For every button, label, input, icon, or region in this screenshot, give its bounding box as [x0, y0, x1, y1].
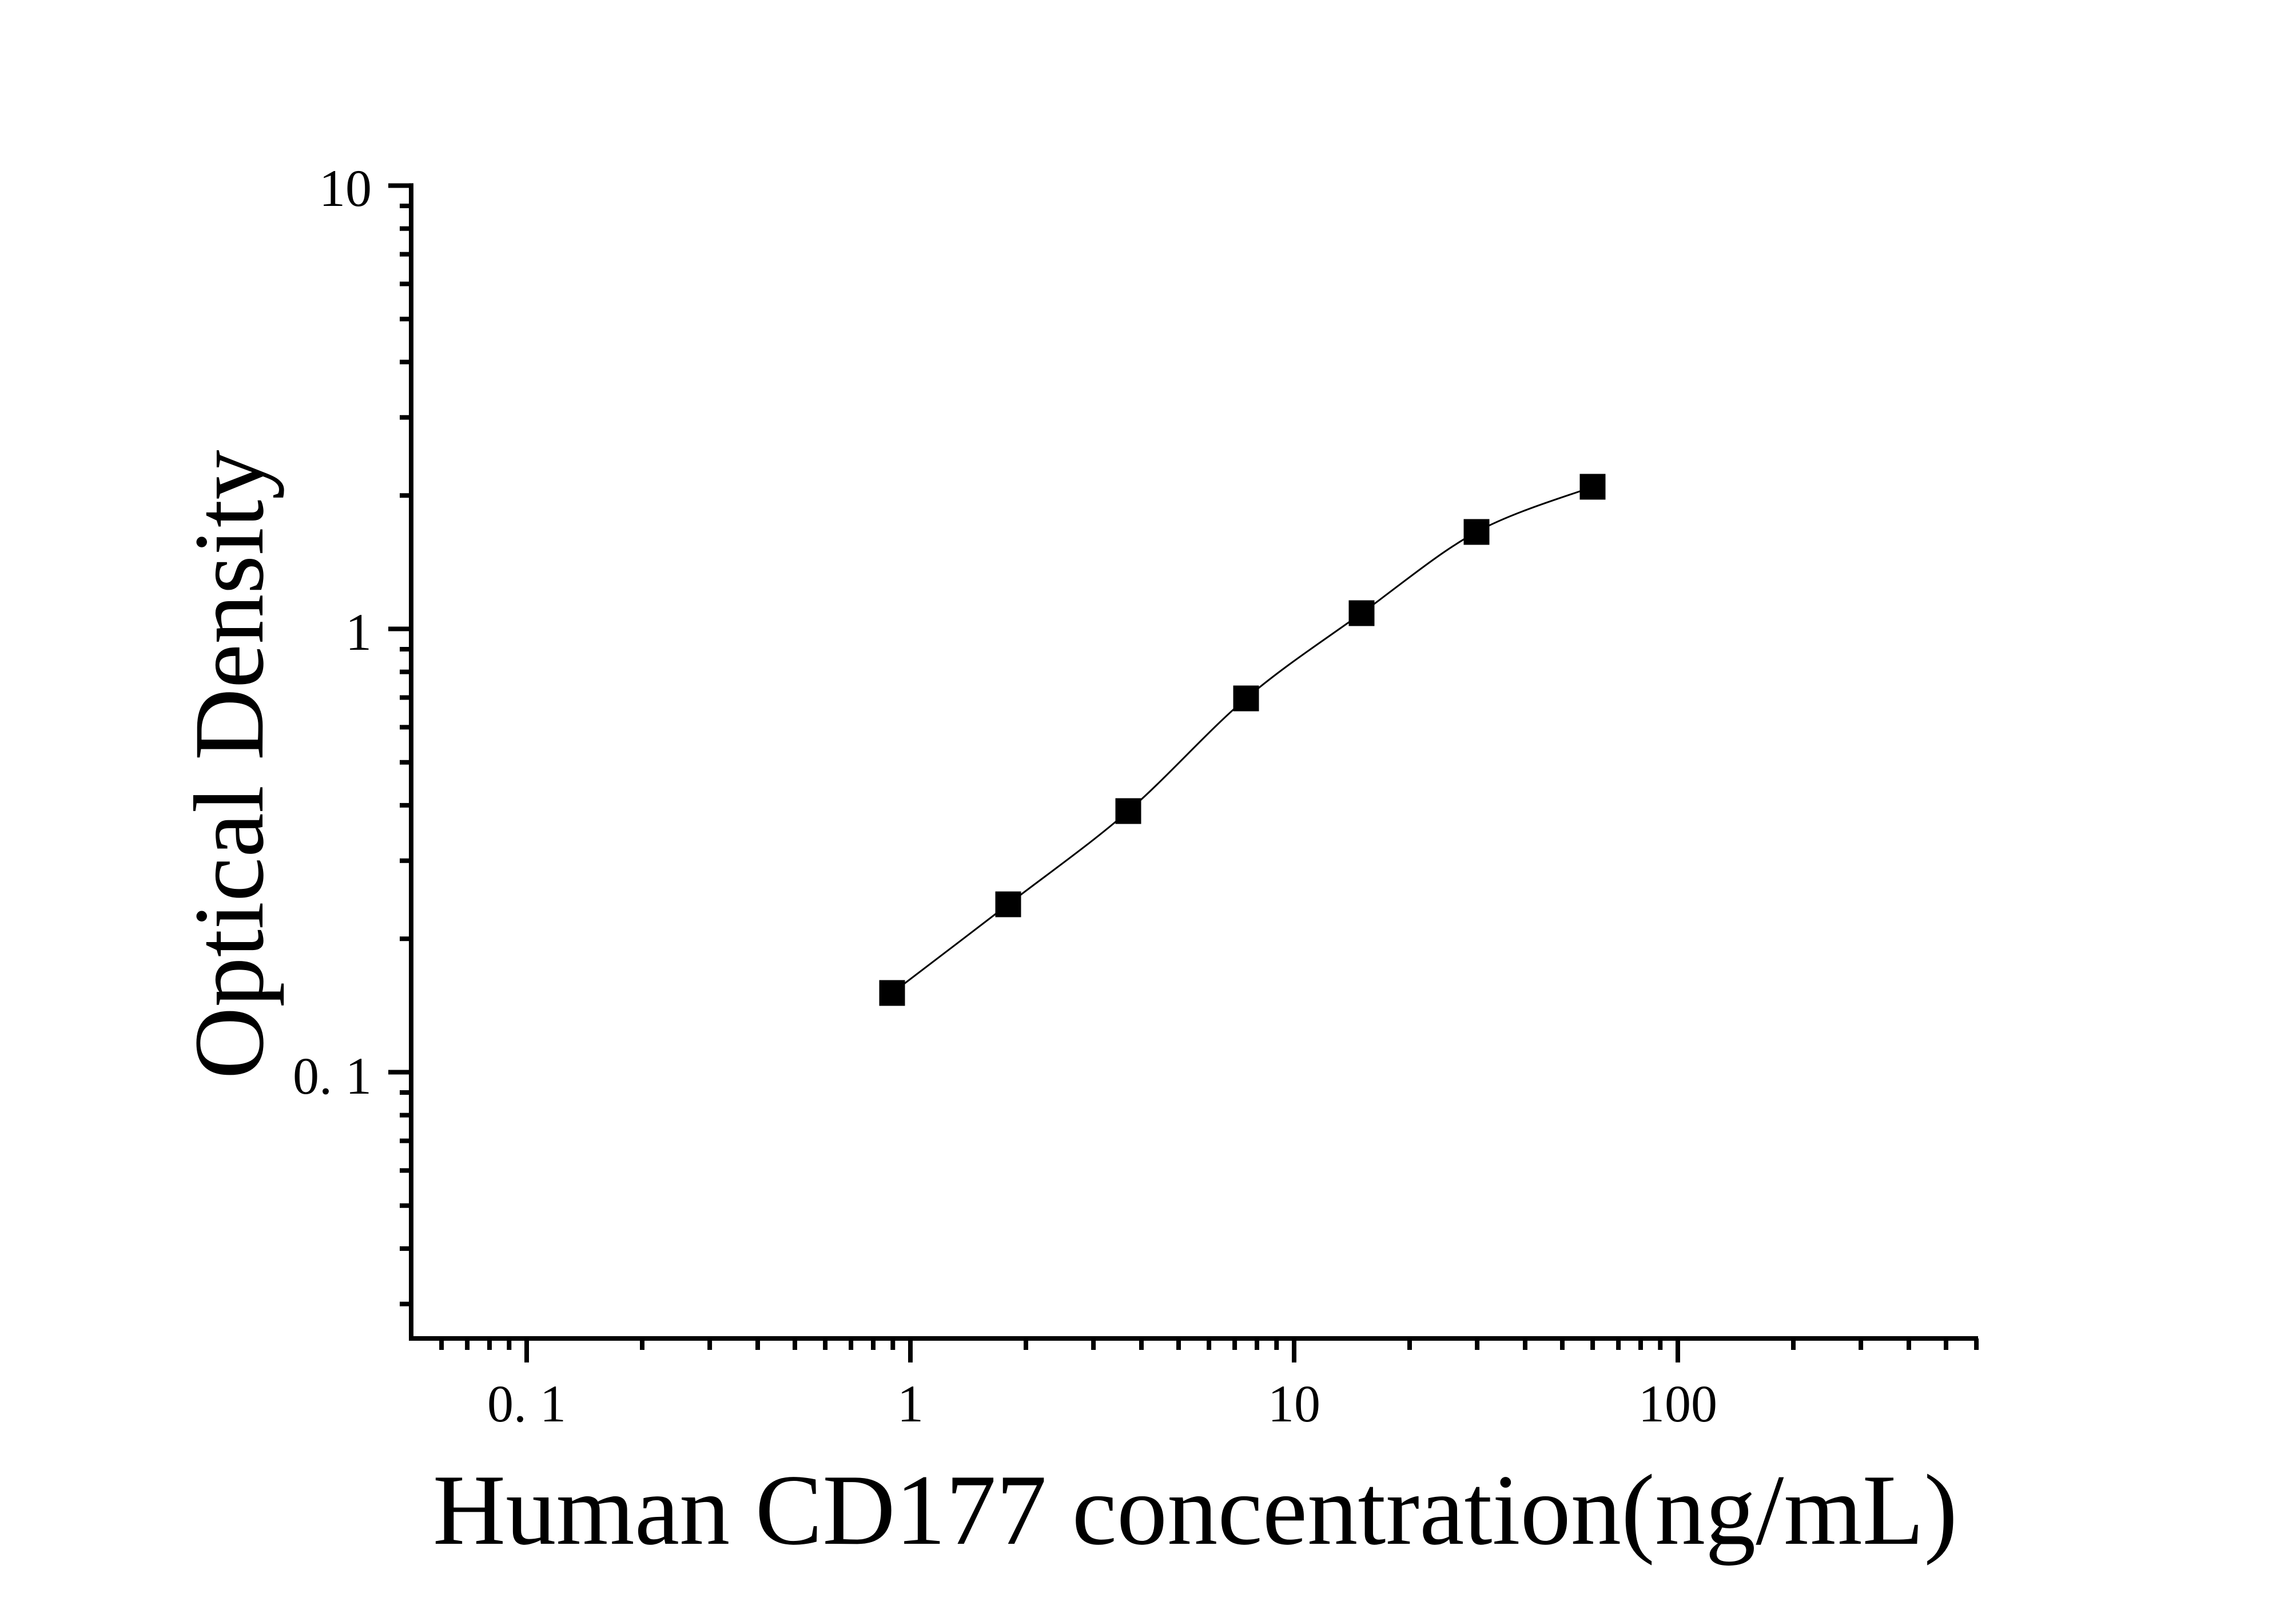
svg-text:10: 10	[319, 159, 372, 217]
svg-text:Optical Density: Optical Density	[174, 450, 284, 1079]
svg-text:10: 10	[1268, 1374, 1320, 1433]
svg-text:1: 1	[345, 603, 372, 661]
svg-text:1: 1	[897, 1374, 924, 1433]
svg-text:Human CD177 concentration(ng/m: Human CD177 concentration(ng/mL)	[433, 1455, 1957, 1566]
svg-text:0. 1: 0. 1	[487, 1374, 566, 1433]
svg-text:100: 100	[1638, 1374, 1717, 1433]
svg-text:0. 1: 0. 1	[293, 1047, 372, 1105]
